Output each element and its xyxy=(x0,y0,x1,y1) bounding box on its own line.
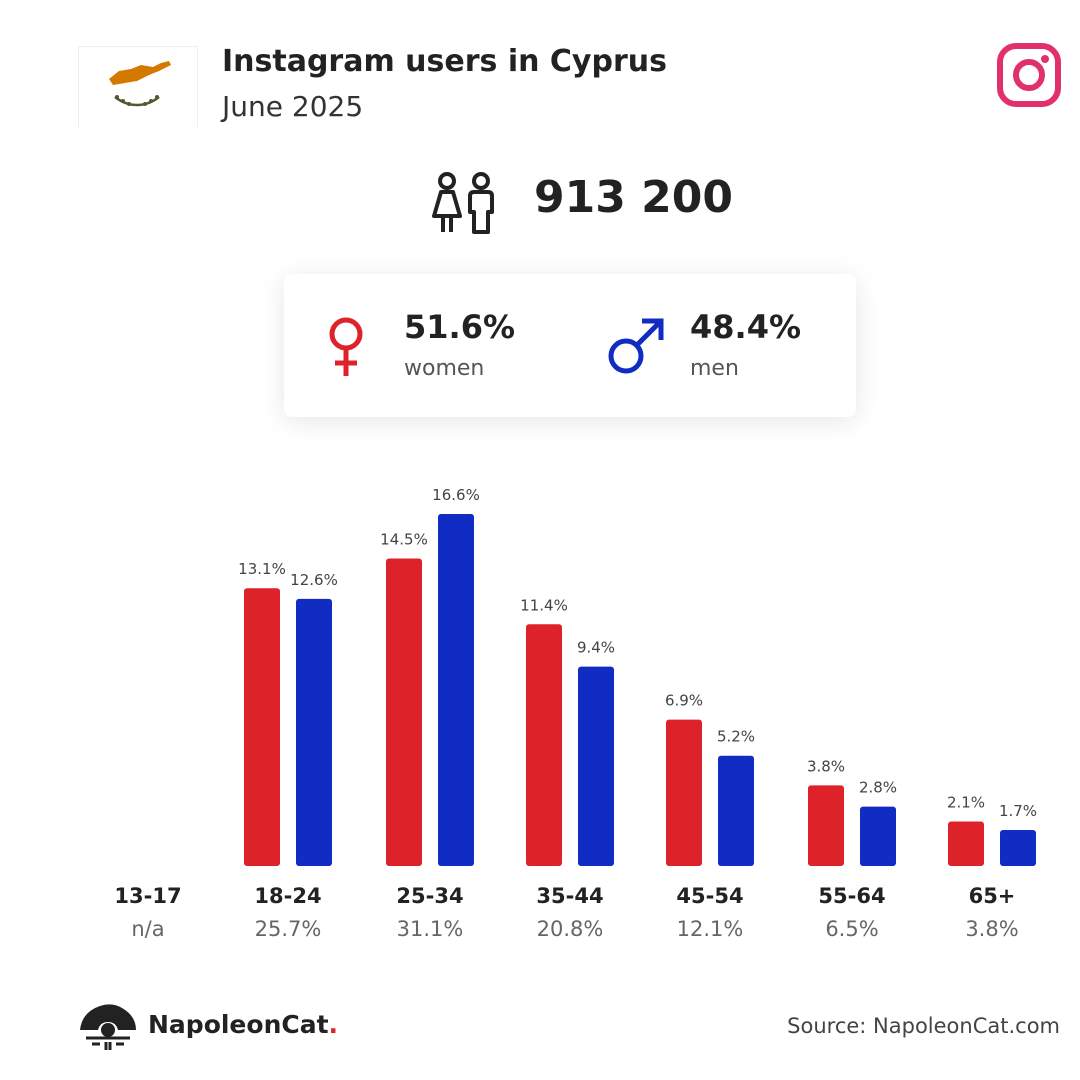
value-label-men-35-44: 9.4% xyxy=(577,639,615,657)
bar-women-18-24 xyxy=(244,588,280,866)
page-subtitle: June 2025 xyxy=(222,90,364,123)
age-label-35-44: 35-44 xyxy=(536,884,604,908)
women-percent: 51.6% xyxy=(404,308,516,346)
value-label-men-18-24: 12.6% xyxy=(290,571,338,589)
bar-women-25-34 xyxy=(386,558,422,866)
bar-women-35-44 xyxy=(526,624,562,866)
value-label-men-65+: 1.7% xyxy=(999,802,1037,820)
bar-men-25-34 xyxy=(438,514,474,866)
bar-men-35-44 xyxy=(578,666,614,866)
men-percent: 48.4% xyxy=(690,308,802,346)
value-label-women-35-44: 11.4% xyxy=(520,596,568,614)
value-label-men-25-34: 16.6% xyxy=(432,486,480,504)
source-text: Source: NapoleonCat.com xyxy=(787,1014,1060,1038)
value-label-women-18-24: 13.1% xyxy=(238,560,286,578)
age-label-65+: 65+ xyxy=(968,884,1016,908)
age-total-25-34: 31.1% xyxy=(396,917,464,941)
brand-name-text: NapoleonCat xyxy=(148,1010,329,1039)
age-total-55-64: 6.5% xyxy=(825,917,879,941)
value-label-women-55-64: 3.8% xyxy=(807,757,845,775)
bar-men-65+ xyxy=(1000,829,1036,866)
cyprus-flag-icon xyxy=(78,46,198,127)
napoleoncat-logo-icon xyxy=(78,1000,138,1052)
total-users: 913 200 xyxy=(534,172,734,223)
brand-dot: . xyxy=(328,1010,339,1039)
people-icon xyxy=(430,170,500,236)
age-total-35-44: 20.8% xyxy=(536,917,604,941)
bar-men-45-54 xyxy=(718,755,754,866)
value-label-women-65+: 2.1% xyxy=(947,793,985,811)
female-symbol-icon xyxy=(326,316,366,382)
page-title: Instagram users in Cyprus xyxy=(222,44,667,79)
bar-women-65+ xyxy=(948,821,984,866)
age-label-25-34: 25-34 xyxy=(396,884,464,908)
brand-name: NapoleonCat. xyxy=(148,1010,338,1039)
value-label-men-55-64: 2.8% xyxy=(859,779,897,797)
age-total-65+: 3.8% xyxy=(965,917,1019,941)
value-label-women-45-54: 6.9% xyxy=(665,692,703,710)
age-label-55-64: 55-64 xyxy=(818,884,886,908)
age-total-18-24: 25.7% xyxy=(254,917,322,941)
value-label-men-45-54: 5.2% xyxy=(717,728,755,746)
instagram-icon xyxy=(996,42,1062,108)
age-label-18-24: 18-24 xyxy=(254,884,322,908)
bar-women-45-54 xyxy=(666,719,702,866)
women-label: women xyxy=(404,356,485,381)
age-label-45-54: 45-54 xyxy=(676,884,744,908)
bar-men-18-24 xyxy=(296,598,332,866)
value-label-women-25-34: 14.5% xyxy=(380,531,428,549)
gender-card: 51.6% women 48.4% men xyxy=(284,274,856,417)
age-total-45-54: 12.1% xyxy=(676,917,744,941)
male-symbol-icon xyxy=(606,316,666,380)
age-label-13-17: 13-17 xyxy=(114,884,182,908)
bar-men-55-64 xyxy=(860,806,896,866)
men-label: men xyxy=(690,356,739,381)
age-gender-bar-chart: 13.1%12.6% 14.5% 16.6% 11.4% 9.4% 6.9% 5.2% 3.8… xyxy=(238,486,1037,866)
age-total-13-17: n/a xyxy=(131,917,165,941)
bar-women-55-64 xyxy=(808,785,844,866)
